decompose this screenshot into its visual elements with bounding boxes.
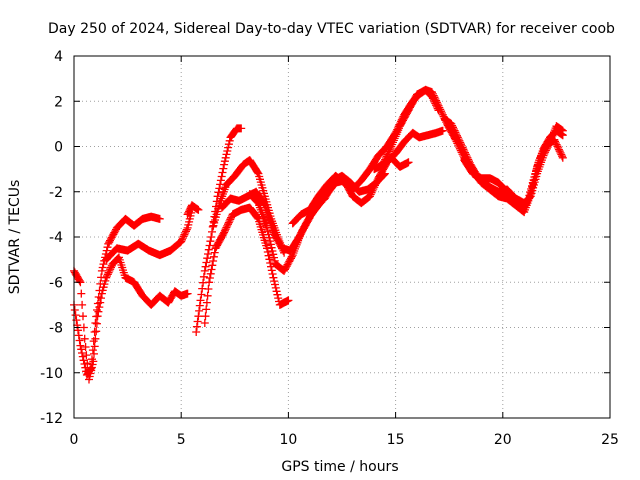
y-tick-label: -6 xyxy=(49,275,63,291)
series-track-m xyxy=(440,115,567,208)
data-point-markers xyxy=(245,126,447,275)
data-point-markers xyxy=(460,135,567,212)
y-tick-label: 4 xyxy=(54,49,63,65)
y-tick-label: -10 xyxy=(40,366,63,382)
y-tick-label: -8 xyxy=(49,321,63,337)
axis-ticks: 0 5 10 15 20 25 -12 -10 -8 -6 -4 -2 0 2 4 xyxy=(40,49,619,448)
y-tick-label: -12 xyxy=(40,411,63,427)
x-tick-label: 5 xyxy=(177,432,186,448)
y-tick-label: 0 xyxy=(54,140,63,156)
series-track-b xyxy=(70,212,164,379)
x-tick-label: 15 xyxy=(387,432,405,448)
data-point-markers xyxy=(200,203,293,327)
series-track-c xyxy=(102,205,196,264)
x-tick-label: 0 xyxy=(70,432,79,448)
data-point-markers xyxy=(440,115,567,208)
y-tick-label: -4 xyxy=(49,230,63,246)
data-point-markers xyxy=(102,205,196,264)
series-track-e xyxy=(192,124,246,336)
y-axis-label: SDTVAR / TECUs xyxy=(7,180,23,295)
x-tick-label: 25 xyxy=(601,432,619,448)
series-track-l xyxy=(370,85,443,174)
data-layer xyxy=(70,85,567,384)
x-axis-label: GPS time / hours xyxy=(281,459,398,475)
series-track-n xyxy=(460,135,567,212)
chart-title: Day 250 of 2024, Sidereal Day-to-day VTE… xyxy=(48,21,615,37)
data-point-markers xyxy=(192,124,246,336)
y-tick-label: -2 xyxy=(49,185,63,201)
series-track-d xyxy=(183,201,203,219)
x-tick-label: 10 xyxy=(279,432,297,448)
series-track-i xyxy=(245,126,447,275)
data-point-markers xyxy=(370,85,443,174)
data-point-markers xyxy=(183,201,203,219)
x-tick-label: 20 xyxy=(494,432,512,448)
series-track-f xyxy=(200,203,293,327)
grid xyxy=(74,56,610,418)
data-point-markers xyxy=(70,212,164,379)
y-tick-label: 2 xyxy=(54,94,63,110)
